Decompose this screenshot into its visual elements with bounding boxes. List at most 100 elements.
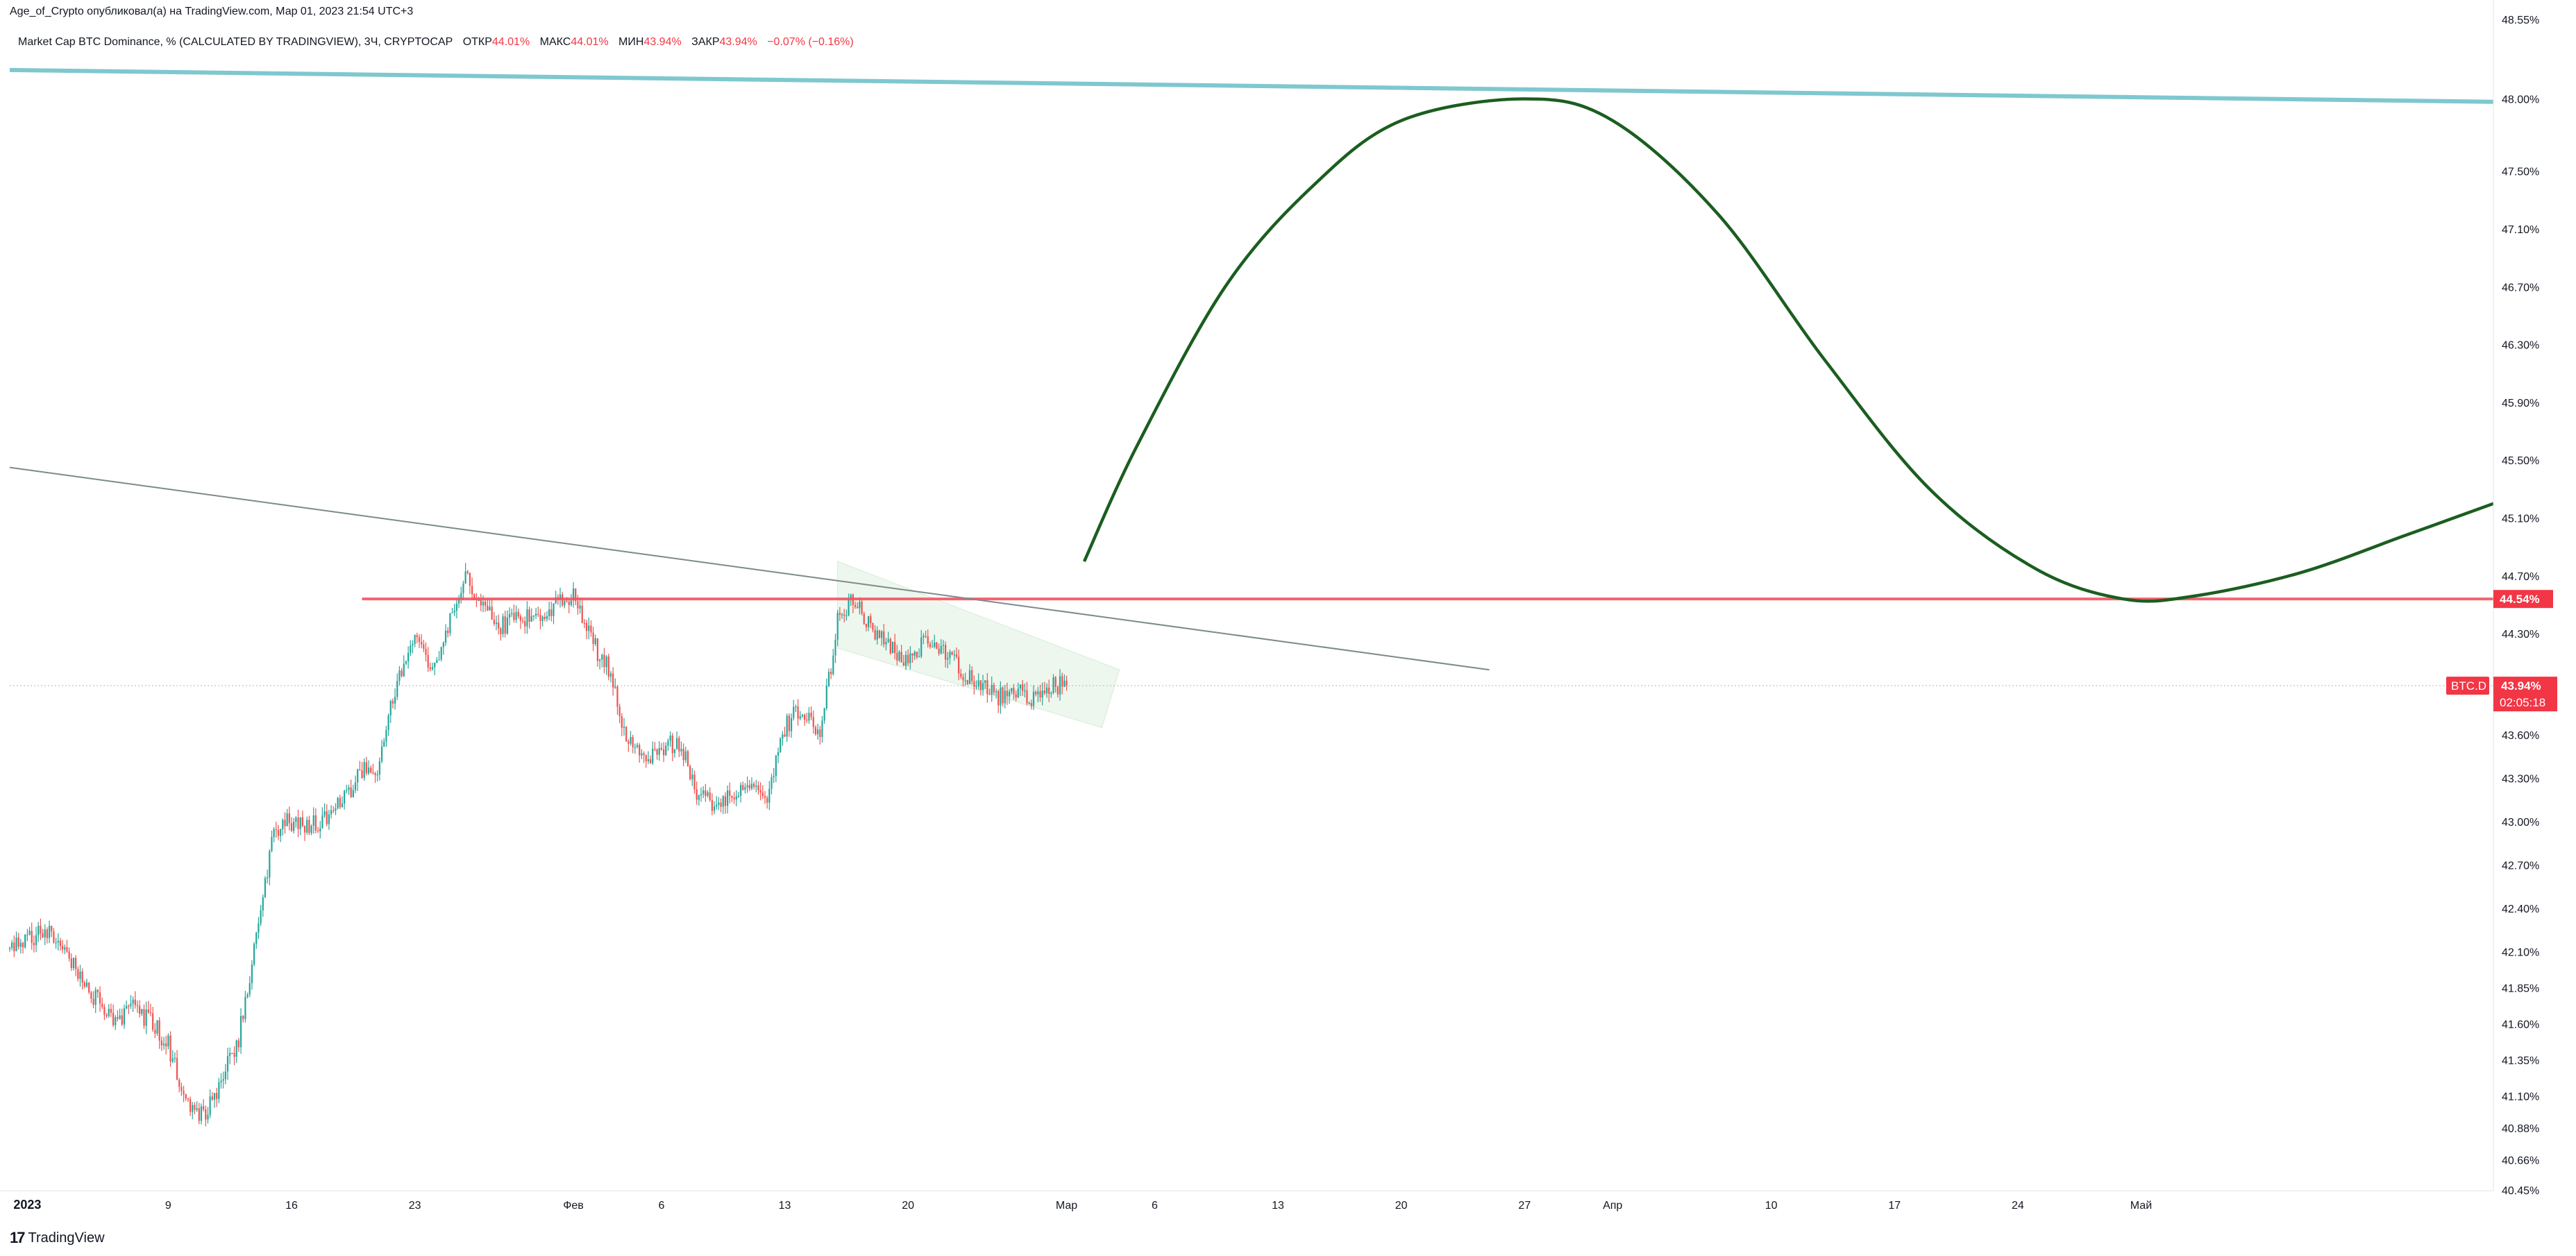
candle-body [1032, 691, 1035, 706]
candle-body [216, 1093, 218, 1099]
candle-body [22, 942, 24, 948]
candle-body [737, 795, 740, 797]
candle-body [434, 662, 436, 668]
candle-body [900, 652, 902, 663]
candle-body [1059, 676, 1061, 695]
price-badges: 44.54% BTC.D 43.94% 02:05:18 [2446, 590, 2557, 712]
candle-body [165, 1043, 167, 1047]
candle-body [896, 652, 898, 661]
candle-body [341, 803, 344, 808]
time-tick-label: 20 [1395, 1200, 1408, 1212]
candle-body [136, 1005, 139, 1006]
candle-body [194, 1105, 196, 1110]
time-axis[interactable]: 2023 9 16 23 Фев 6 13 20 Мар 6 13 20 27 Апр 10 17 24 Май [0, 1190, 2493, 1212]
candle-body [1037, 691, 1039, 695]
candle-body [233, 1053, 235, 1057]
candle-body [203, 1106, 205, 1110]
candle-body [330, 810, 332, 815]
candle-body [979, 680, 982, 690]
candle-body [564, 600, 566, 606]
candle-body [147, 1010, 149, 1012]
candle-body [42, 933, 44, 937]
time-tick-label: 17 [1888, 1200, 1901, 1212]
candle-body [297, 817, 299, 829]
candle-body [367, 767, 370, 774]
candle-body [590, 625, 592, 633]
candle-body [575, 588, 577, 602]
candle-body [649, 759, 652, 763]
candle-body [480, 600, 482, 606]
candle-body [1052, 677, 1054, 693]
candle-body [57, 940, 59, 943]
candle-body [449, 613, 451, 634]
candle-body [237, 1040, 239, 1048]
candle-body [398, 670, 401, 681]
candle-body [112, 1012, 115, 1026]
candle-body [524, 621, 526, 627]
candle-body [588, 625, 590, 631]
candle-body [500, 628, 502, 634]
symbol-legend[interactable]: Market Cap BTC Dominance, % (CALCULATED … [18, 36, 854, 49]
candle-body [471, 586, 473, 595]
candle-body [942, 645, 945, 646]
upper-cyan-line [9, 67, 2494, 104]
candle-body [1002, 687, 1004, 704]
candle-body [394, 697, 396, 704]
candle-body [75, 958, 77, 969]
price-tick-label: 40.88% [2502, 1123, 2539, 1135]
candle-body [711, 800, 713, 811]
candle-body [612, 673, 614, 688]
candle-body [253, 944, 255, 965]
candle-body [255, 933, 258, 944]
candle-body [938, 648, 940, 654]
time-tick-label: 6 [1152, 1200, 1158, 1212]
candle-body [628, 741, 630, 744]
time-tick-label: 16 [285, 1200, 298, 1212]
candle-body [731, 795, 733, 798]
candle-body [696, 789, 698, 800]
candle-body [344, 790, 346, 804]
candle-body [1006, 690, 1009, 697]
candle-body [350, 787, 352, 797]
candle-body [498, 622, 500, 629]
candle-body [891, 642, 894, 654]
candle-body [764, 796, 766, 798]
time-tick-label: Апр [1603, 1200, 1622, 1212]
time-tick-label: 9 [165, 1200, 171, 1212]
price-tick-label: 47.10% [2502, 224, 2539, 236]
brand-footer[interactable]: 17 TradingView [10, 1229, 105, 1247]
candle-body [546, 616, 548, 619]
open-label: ОТКР [462, 36, 492, 48]
candle-body [722, 796, 724, 807]
candle-body [598, 659, 601, 661]
candle-body [1045, 687, 1048, 694]
price-axis[interactable]: 48.55% 48.00% 47.50% 47.10% 46.70% 46.30% 45.9… [2493, 0, 2576, 1256]
candle-body [733, 797, 735, 799]
candle-body [643, 753, 645, 755]
candle-body [607, 656, 609, 677]
candle-body [993, 685, 995, 693]
candle-body [482, 602, 485, 606]
candle-body [239, 1015, 242, 1048]
candle-body [103, 1007, 106, 1015]
candle-body [735, 796, 737, 799]
symbol-badge-label: BTC.D [2451, 679, 2486, 693]
candle-body [795, 706, 797, 708]
candle-body [594, 638, 596, 645]
candle-body [15, 937, 17, 951]
candle-body [914, 652, 916, 656]
candle-body [301, 817, 303, 826]
candle-body [365, 762, 367, 774]
candle-body [192, 1105, 194, 1112]
time-tick-label: 10 [1765, 1200, 1778, 1212]
candle-body [759, 790, 761, 793]
candle-body [115, 1017, 117, 1026]
bar-countdown: 02:05:18 [2500, 696, 2545, 709]
candle-body [889, 638, 891, 654]
candle-body [220, 1080, 222, 1083]
candle-body [421, 642, 423, 645]
candle-body [88, 982, 90, 993]
chart-drawings-back [9, 67, 2494, 729]
candle-body [1039, 691, 1041, 698]
